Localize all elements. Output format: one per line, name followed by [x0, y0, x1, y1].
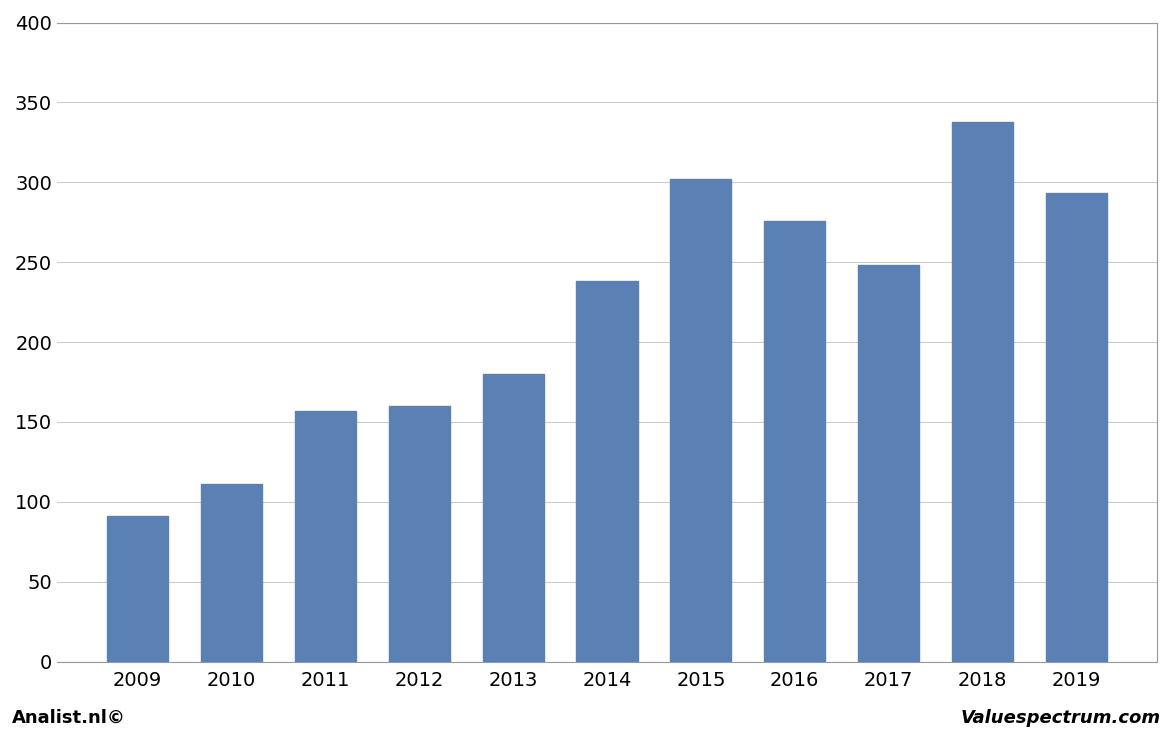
Text: Valuespectrum.com: Valuespectrum.com	[960, 708, 1160, 727]
Bar	[858, 266, 919, 661]
Bar	[295, 411, 356, 661]
Bar	[483, 374, 544, 661]
Bar	[389, 406, 450, 661]
Bar	[952, 122, 1013, 661]
Bar	[107, 516, 168, 661]
Bar	[200, 484, 261, 661]
Bar	[670, 179, 731, 661]
Text: Analist.nl©: Analist.nl©	[12, 708, 125, 727]
Bar	[764, 221, 825, 661]
Bar	[1045, 194, 1108, 661]
Bar	[577, 281, 638, 661]
